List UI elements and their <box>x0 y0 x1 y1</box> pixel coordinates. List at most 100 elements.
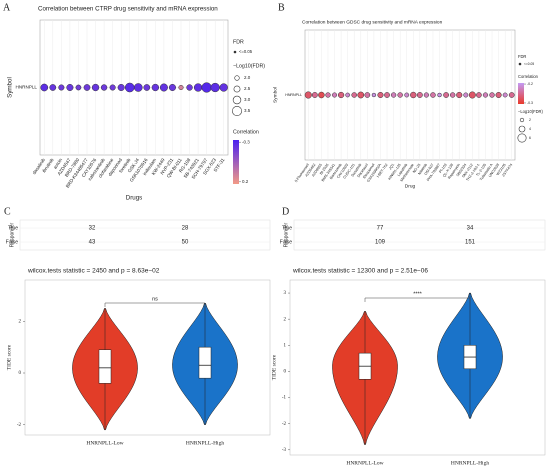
legend-size-circle <box>517 133 527 143</box>
table-cell: 151 <box>465 240 476 246</box>
table-row-label: False <box>6 239 18 245</box>
bubble <box>502 92 508 98</box>
bubble <box>159 83 168 92</box>
x-tick-label: NG-25 <box>412 163 421 174</box>
bubble <box>318 91 325 99</box>
bubble <box>377 91 384 99</box>
x-axis-label: Drug <box>405 183 416 189</box>
legend-title: FDR <box>518 54 526 59</box>
bubble <box>91 83 100 92</box>
bubble <box>151 83 160 92</box>
x-tick-label: BI-2536 <box>319 163 330 176</box>
bubble <box>430 92 436 98</box>
signif-bracket <box>364 297 471 302</box>
x-tick-label: HNRNPLL-Low <box>86 440 123 446</box>
plot-area <box>289 279 546 456</box>
legend-size-label: 3.0 <box>244 97 251 102</box>
y-axis-label: TIDE score <box>271 354 277 380</box>
bubble <box>210 82 220 93</box>
y-category-label: HNRNPLL <box>16 85 38 90</box>
bubble <box>193 83 203 92</box>
bubble <box>133 83 143 92</box>
x-tick-label: AZD8055 <box>311 163 323 178</box>
legend-title: −Log10(FDR) <box>518 109 543 114</box>
panel-letter: D <box>282 206 289 217</box>
table-cell: 109 <box>375 240 386 246</box>
bubble <box>332 92 338 98</box>
bubble <box>75 84 82 91</box>
table-frame <box>19 219 271 251</box>
bubble <box>49 84 57 91</box>
panel-letter: B <box>278 2 285 13</box>
chart-title: wilcox.tests statistic = 2450 and p = 8.… <box>27 268 160 275</box>
y-axis-label: Symbol <box>272 87 278 103</box>
bubble <box>201 82 212 93</box>
bubble <box>449 92 456 98</box>
color-bar <box>518 83 524 104</box>
bubble <box>337 91 345 99</box>
table-row-label: False <box>280 239 292 245</box>
bubble <box>357 91 365 99</box>
bubble <box>416 92 423 98</box>
legend-size-label: 2 <box>529 118 531 122</box>
bubble <box>325 92 331 98</box>
bubble <box>186 84 193 91</box>
y-tick-label: -2 <box>17 423 22 428</box>
legend-size-circle <box>232 106 243 117</box>
bubble <box>482 92 489 98</box>
bubble <box>468 91 476 99</box>
x-tick-label: TL-2-105 <box>475 163 487 177</box>
color-tick-label: -0.3 <box>242 139 250 144</box>
table-cell: 28 <box>182 226 189 232</box>
bubble <box>351 92 357 98</box>
y-tick-label: 0 <box>284 370 287 375</box>
color-bar <box>233 140 239 184</box>
bubble <box>508 92 515 98</box>
legend-size-circle <box>518 125 526 133</box>
bubble <box>423 92 429 98</box>
bubble <box>66 83 74 92</box>
chart-title: wilcox.tests statistic = 12300 and p = 2… <box>292 268 428 275</box>
panel-letter: C <box>4 206 11 217</box>
x-tick-label: HNRNPLL-Low <box>346 460 383 466</box>
bubble <box>371 92 377 98</box>
bubble <box>456 91 463 99</box>
bubble <box>219 83 228 92</box>
bubble <box>397 92 403 98</box>
y-tick-label: 3 <box>284 291 287 296</box>
legend-title: Correlation <box>518 74 538 79</box>
bubble <box>168 83 176 92</box>
legend-label: <=0.05 <box>524 62 534 66</box>
legend-size-circle <box>519 117 525 123</box>
y-tick-label: -3 <box>282 448 287 453</box>
x-tick-label: Lapatinib <box>397 163 409 177</box>
signif-label: ns <box>152 296 158 302</box>
x-tick-label: HNRNPLL-High <box>186 440 224 446</box>
legend-size-label: 2.0 <box>244 75 251 80</box>
x-tick-label: AZD6482 <box>304 163 316 178</box>
x-axis-label: Drugs <box>126 195 143 202</box>
chart-title: Correlation between GDSC drug sensitivit… <box>302 19 443 25</box>
y-tick-label: -1 <box>282 396 287 401</box>
legend-fdr-dot <box>518 62 522 66</box>
legend-title: Correlation <box>233 129 259 135</box>
color-tick-label: 0.2 <box>242 179 249 184</box>
panel-letter: A <box>3 2 11 13</box>
x-tick-label: WZ3105 <box>496 163 507 176</box>
bubble <box>443 92 449 98</box>
y-tick-label: 2 <box>284 317 287 322</box>
bubble <box>124 82 135 93</box>
bubble <box>404 92 410 98</box>
x-tick-label: avicin <box>52 157 63 170</box>
signif-bracket <box>104 302 206 307</box>
box <box>198 346 212 379</box>
bubble <box>463 92 469 98</box>
bubble <box>476 92 482 98</box>
table-cell: 32 <box>89 226 96 232</box>
bubble <box>117 83 125 92</box>
bubble <box>58 84 65 91</box>
x-tick-label: HNRNPLL-High <box>451 460 489 466</box>
x-tick-label: SB52334 <box>456 163 468 177</box>
legend-size-circle <box>234 75 240 81</box>
